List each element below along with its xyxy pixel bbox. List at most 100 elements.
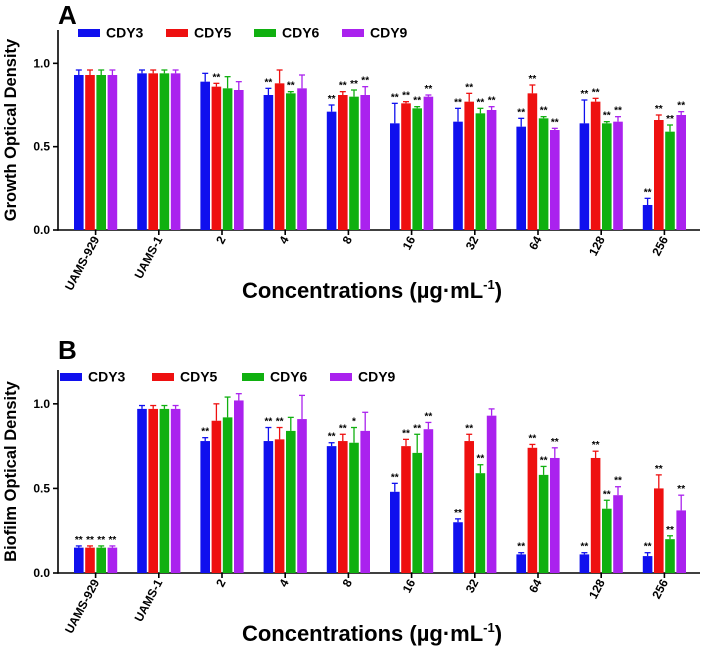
bar-cdy5 — [85, 547, 95, 573]
legend-swatch-cdy5 — [152, 373, 174, 381]
bar-cdy3 — [390, 491, 400, 573]
bar-cdy6 — [665, 539, 675, 573]
bar-cdy6 — [286, 430, 296, 573]
bar-cdy3 — [453, 522, 463, 573]
bar-cdy5 — [211, 420, 222, 573]
significance-label: ** — [551, 437, 559, 448]
significance-label: ** — [581, 89, 589, 100]
x-axis-label-main: Concentrations (µg·mL — [242, 621, 483, 646]
significance-label: ** — [265, 77, 273, 88]
legend-swatch-cdy9 — [330, 373, 352, 381]
significance-label: ** — [402, 91, 410, 102]
bar-cdy3 — [200, 441, 210, 573]
bar-cdy3 — [137, 408, 147, 573]
significance-label: ** — [350, 79, 358, 90]
bar-cdy6 — [538, 118, 549, 230]
y-tick-label: 0.5 — [33, 140, 50, 154]
significance-label: ** — [391, 92, 399, 103]
significance-label: ** — [529, 74, 537, 85]
bar-cdy9 — [613, 121, 623, 230]
significance-label: ** — [517, 107, 525, 118]
significance-label: ** — [465, 423, 473, 434]
bar-cdy5 — [85, 75, 95, 230]
x-tick-label: 4 — [276, 234, 292, 247]
bar-cdy9 — [550, 457, 560, 573]
legend-swatch-cdy5 — [166, 29, 188, 37]
x-tick-label: 32 — [463, 234, 482, 253]
y-tick-label: 1.0 — [33, 56, 50, 70]
bar-cdy9 — [423, 429, 434, 573]
significance-label: ** — [477, 97, 485, 108]
panel-letter: B — [58, 335, 77, 365]
significance-label: ** — [97, 535, 105, 546]
bar-cdy6 — [602, 508, 612, 573]
significance-label: ** — [551, 117, 559, 128]
bar-cdy3 — [74, 75, 84, 230]
legend-swatch-cdy3 — [60, 373, 82, 381]
x-axis-label-sup: -1 — [483, 620, 495, 635]
bar-cdy6 — [349, 442, 359, 573]
significance-label: ** — [339, 423, 347, 434]
significance-label: ** — [328, 94, 336, 105]
significance-label: ** — [666, 114, 674, 125]
bar-cdy5 — [654, 488, 664, 573]
x-tick-label: UAMS-929 — [62, 234, 102, 293]
significance-label: ** — [213, 72, 221, 83]
x-tick-label: 64 — [526, 577, 545, 596]
y-axis-label: Biofilm Optical Density — [2, 380, 20, 561]
bar-cdy6 — [665, 131, 675, 230]
panel-letter: A — [58, 0, 77, 30]
x-tick-label: 128 — [586, 234, 608, 259]
bar-cdy9 — [170, 408, 181, 573]
bar-cdy6 — [602, 123, 612, 230]
significance-label: ** — [540, 106, 548, 117]
significance-label: ** — [592, 87, 600, 98]
x-axis-label-main: Concentrations (µg·mL — [242, 278, 483, 303]
significance-label: ** — [425, 84, 433, 95]
bar-cdy6 — [159, 408, 170, 573]
significance-label: ** — [581, 542, 589, 553]
bar-cdy6 — [349, 96, 359, 231]
bar-cdy5 — [590, 101, 601, 231]
x-axis-label-sup: -1 — [483, 277, 495, 292]
significance-label: ** — [517, 542, 525, 553]
x-tick-label: 16 — [400, 577, 419, 596]
significance-label: ** — [361, 76, 369, 87]
legend-label-cdy9: CDY9 — [358, 369, 396, 385]
bar-cdy9 — [234, 400, 244, 573]
bar-cdy9 — [297, 88, 307, 230]
bar-cdy3 — [137, 73, 147, 230]
panel-b: B 0.0 0.5 1.0 Biofilm Optical Density Concent… — [2, 335, 700, 646]
bar-cdy9 — [107, 75, 118, 230]
significance-label: ** — [477, 454, 485, 465]
y-tick-label: 0.0 — [33, 223, 50, 237]
bar-cdy3 — [516, 126, 526, 230]
x-tick-label: 64 — [526, 234, 545, 253]
x-tick-label: UAMS-1 — [131, 234, 165, 281]
bar-cdy6 — [222, 88, 233, 230]
bar-cdy3 — [326, 446, 337, 573]
x-tick-label: 256 — [649, 234, 671, 259]
bar-cdy3 — [263, 441, 274, 573]
x-tick-label: 8 — [340, 234, 356, 247]
bar-cdy3 — [263, 95, 274, 230]
bar-cdy9 — [360, 95, 370, 230]
bar-cdy3 — [200, 81, 210, 231]
y-tick-label: 0.0 — [33, 566, 50, 580]
significance-label: ** — [666, 525, 674, 536]
bar-cdy9 — [550, 130, 560, 230]
bar-cdy5 — [148, 408, 158, 573]
significance-label: ** — [540, 455, 548, 466]
bar-cdy9 — [360, 430, 370, 573]
significance-label: ** — [201, 427, 209, 438]
significance-label: ** — [603, 489, 611, 500]
significance-label: ** — [655, 104, 663, 115]
x-tick-label: UAMS-1 — [131, 577, 165, 624]
legend-label-cdy6: CDY6 — [270, 369, 308, 385]
y-tick-label: 1.0 — [33, 397, 50, 411]
bar-cdy9 — [486, 415, 497, 573]
bar-cdy3 — [579, 554, 590, 573]
bar-cdy9 — [486, 110, 497, 230]
significance-label: ** — [75, 535, 83, 546]
